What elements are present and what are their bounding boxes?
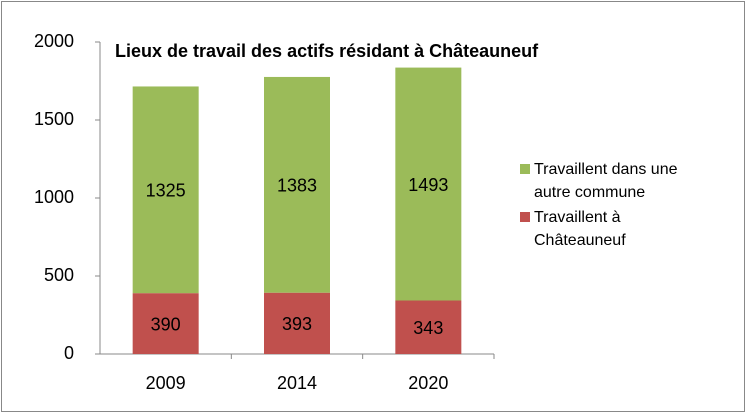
y-tick-label: 500 (44, 265, 74, 285)
data-label: 393 (282, 314, 312, 334)
bar-segment (264, 292, 330, 354)
legend-swatch (520, 164, 530, 174)
legend-label: Travaillent à Châteauneuf (534, 209, 626, 249)
data-label: 390 (151, 314, 181, 334)
x-tick-label: 2009 (146, 373, 186, 393)
data-label: 343 (413, 318, 443, 338)
x-tick-label: 2014 (277, 373, 317, 393)
x-tick-label: 2020 (408, 373, 448, 393)
chart-title: Lieux de travail des actifs résidant à C… (115, 41, 539, 61)
data-label: 1325 (146, 181, 186, 201)
data-label: 1493 (408, 175, 448, 195)
y-tick-label: 1000 (34, 187, 74, 207)
bar-segment (132, 293, 199, 354)
legend-item: Travaillent dans une autre commune (520, 158, 720, 204)
legend: Travaillent dans une autre commune Travai… (520, 158, 720, 252)
y-tick-label: 1500 (34, 109, 74, 129)
bar-segment (264, 76, 330, 293)
y-tick-label: 2000 (34, 31, 74, 51)
legend-item: Travaillent à Châteauneuf (520, 206, 720, 252)
data-label: 1383 (277, 176, 317, 196)
legend-label: Travaillent dans une autre commune (534, 161, 678, 201)
bar-segment (395, 300, 462, 354)
bar-segment (132, 86, 199, 294)
legend-swatch (520, 212, 530, 222)
bar-segment (395, 67, 462, 301)
y-tick-label: 0 (64, 343, 74, 363)
